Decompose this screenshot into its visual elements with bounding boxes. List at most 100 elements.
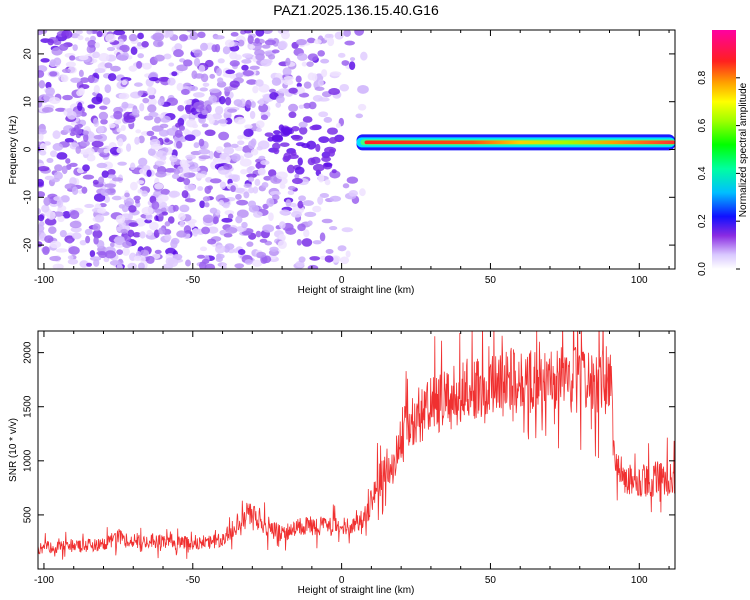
heatmap-cell [241, 64, 249, 71]
heatmap-cell [78, 69, 84, 78]
heatmap-cell [61, 68, 71, 73]
heatmap-cell [237, 135, 244, 140]
heatmap-cell [160, 188, 171, 195]
heatmap-cell [269, 191, 281, 196]
heatmap-cell [230, 185, 236, 193]
spectrogram-xtick-label: -50 [186, 275, 201, 286]
heatmap-cell [331, 169, 337, 174]
heatmap-cell [295, 38, 307, 46]
heatmap-cell [312, 205, 322, 213]
heatmap-cell [137, 262, 145, 269]
heatmap-cell [53, 196, 62, 201]
heatmap-cell [155, 171, 167, 178]
heatmap-cell [214, 105, 224, 115]
heatmap-cell [324, 179, 331, 186]
heatmap-cell [45, 86, 56, 96]
heatmap-cell [227, 108, 238, 113]
heatmap-cell [110, 65, 121, 72]
heatmap-cell [147, 104, 157, 113]
heatmap-cell [241, 231, 252, 236]
heatmap-cell [328, 148, 336, 157]
heatmap-cell [354, 30, 365, 36]
heatmap-cell [44, 175, 55, 181]
heatmap-cell [148, 76, 159, 82]
heatmap-cell [222, 46, 231, 55]
heatmap-cell [178, 212, 186, 221]
snr-xtick-label: 0 [339, 575, 345, 586]
heatmap-cell [75, 30, 83, 35]
colorbar-ticks: 0.0 0.2 0.4 0.6 0.8 [697, 70, 740, 276]
heatmap-cell [141, 40, 149, 48]
heatmap-cell [67, 255, 74, 260]
heatmap-cell [146, 130, 155, 137]
heatmap-cell [181, 190, 189, 199]
heatmap-cell [209, 207, 218, 214]
heatmap-cell [198, 155, 211, 160]
heatmap-cell [292, 177, 303, 185]
heatmap-cell [167, 205, 175, 214]
heatmap-cell [225, 156, 231, 163]
heatmap-cell [215, 256, 223, 263]
heatmap-cell [145, 255, 155, 264]
heatmap-cell [330, 255, 341, 263]
heatmap-cell [133, 255, 142, 262]
heatmap-cell [114, 236, 126, 246]
heatmap-cell [157, 98, 165, 106]
heatmap-cell [268, 212, 274, 222]
heatmap-cell [323, 116, 333, 123]
snr-xtick-label: -50 [186, 575, 201, 586]
heatmap-cell [223, 146, 235, 155]
heatmap-cell [252, 85, 259, 94]
heatmap-cell [277, 40, 288, 50]
heatmap-cell [287, 190, 295, 196]
heatmap-cell [49, 255, 62, 262]
heatmap-cell [360, 51, 368, 61]
snr-frame [37, 330, 676, 570]
heatmap-cell [289, 202, 297, 208]
heatmap-cell [317, 196, 324, 205]
heatmap-cell [357, 103, 367, 111]
heatmap-cell [248, 176, 255, 182]
heatmap-cell [70, 226, 82, 233]
heatmap-cell [357, 84, 369, 94]
heatmap-cell [264, 39, 277, 46]
heatmap-cell [282, 67, 292, 76]
heatmap-cell [65, 61, 77, 68]
heatmap-cell [223, 86, 233, 92]
heatmap-cell [161, 211, 169, 216]
heatmap-cell [176, 176, 185, 183]
heatmap-cell [60, 195, 70, 203]
heatmap-cell [134, 136, 140, 145]
heatmap-cell [93, 236, 99, 245]
heatmap-cell [104, 250, 117, 259]
heatmap-cell [158, 129, 170, 137]
heatmap-cell [298, 256, 306, 263]
colorbar-tick-label: 0.6 [697, 118, 708, 132]
heatmap-cell [94, 214, 105, 223]
spectrogram-x-axis-label: Height of straight line (km) [298, 285, 415, 296]
heatmap-cell [117, 161, 127, 166]
heatmap-cell [116, 147, 123, 154]
heatmap-cell [218, 95, 226, 105]
heatmap-cell [89, 256, 102, 261]
heatmap-cell [171, 173, 180, 179]
heatmap-cell [49, 240, 62, 249]
heatmap-cell [298, 104, 305, 109]
heatmap-cell [62, 211, 71, 219]
heatmap-cell [56, 198, 64, 208]
heatmap-cell [192, 227, 199, 237]
heatmap-cell [82, 130, 89, 136]
heatmap-cell [180, 163, 191, 168]
heatmap-cell [261, 44, 271, 49]
heatmap-cell [70, 127, 83, 136]
heatmap-cell [249, 65, 260, 70]
heatmap-cell [307, 53, 319, 61]
heatmap-cell [308, 101, 317, 110]
heatmap-cell [207, 238, 217, 245]
heatmap-cell [38, 214, 45, 222]
heatmap-cell [127, 229, 135, 238]
heatmap-cell [301, 238, 313, 247]
heatmap-cell [106, 46, 116, 52]
heatmap-cell [154, 116, 161, 124]
heatmap-cell [252, 186, 259, 194]
